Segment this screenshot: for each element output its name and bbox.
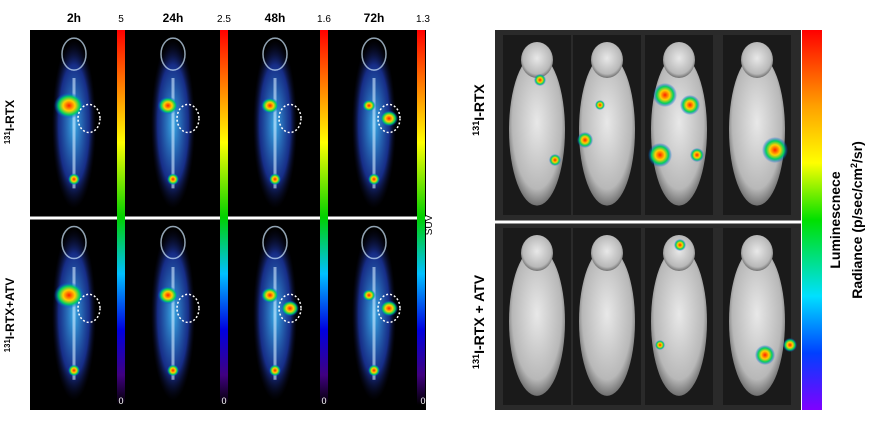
row-label: 131I-RTX + ATV [471, 274, 487, 369]
colorbar-max: 2.5 [217, 14, 231, 25]
bladder [269, 364, 281, 377]
mouse-head [741, 235, 773, 271]
bladder [167, 173, 179, 186]
skull [61, 37, 87, 71]
mouse-body [579, 54, 635, 206]
uptake [261, 97, 279, 114]
tumor [380, 110, 398, 127]
bli-signal [577, 132, 593, 148]
colorbar-min: 0 [221, 396, 226, 406]
bli-signal [655, 340, 665, 350]
mouse-body [651, 247, 707, 396]
bli-signal [762, 137, 788, 163]
bladder [68, 173, 80, 186]
mouse-head [591, 235, 623, 271]
tumor-outline [278, 293, 302, 324]
mouse-head [521, 235, 553, 271]
label-superscript: 131 [471, 354, 481, 369]
luminescence-colorbar [802, 30, 822, 410]
bli-signal [653, 83, 677, 107]
row-label: 131I-RTX [3, 100, 18, 144]
mouse-head [741, 42, 773, 78]
row-label: 131I-RTX [471, 83, 487, 135]
uptake [157, 96, 179, 115]
colorbar-max: 1.3 [416, 14, 430, 25]
tumor-outline [176, 293, 200, 324]
skull [262, 37, 288, 71]
bli-signal [534, 74, 546, 86]
colorbar-label: Radiance (p/sec/cm2/sr) [849, 141, 865, 299]
colorbar-max: 5 [118, 14, 124, 25]
uptake [261, 287, 279, 304]
bli-signal [648, 143, 672, 167]
skull [61, 225, 87, 260]
mouse-body [509, 54, 565, 206]
uptake [362, 289, 376, 302]
timepoint-label: 24h [163, 11, 184, 25]
skull [160, 37, 186, 71]
uptake [54, 282, 84, 309]
label-text: I-RTX + ATV [471, 274, 487, 354]
suv-colorbar [320, 30, 328, 405]
unit-label: SUV [424, 214, 435, 235]
timepoint-label: 48h [265, 11, 286, 25]
row-label: 131I-RTX+ATV [3, 278, 18, 352]
mouse-body [579, 247, 635, 396]
bli-signal [690, 148, 704, 162]
skull [160, 225, 186, 260]
mouse-body [729, 54, 785, 206]
label-superscript: 2 [849, 163, 859, 168]
label-text: I-RTX [471, 83, 487, 120]
timepoint-label: 72h [364, 11, 385, 25]
bli-signal [549, 154, 561, 166]
label-text: Radiance (p/sec/cm [849, 168, 865, 299]
label-superscript: 131 [3, 131, 12, 145]
label-text: I-RTX [3, 100, 17, 131]
mouse-head [663, 235, 695, 271]
bli-signal [680, 95, 700, 115]
bladder [269, 173, 281, 186]
tumor-outline [377, 293, 401, 324]
mouse-body [509, 247, 565, 396]
bladder [68, 364, 80, 377]
colorbar-min: 0 [118, 396, 123, 406]
colorbar-title: Luminescnece [827, 171, 843, 268]
label-superscript: 131 [3, 339, 12, 353]
bli-signal [783, 338, 797, 352]
suv-colorbar [417, 30, 425, 405]
suv-colorbar [220, 30, 228, 405]
mouse-head [591, 42, 623, 78]
uptake [54, 92, 84, 119]
uptake [362, 99, 376, 112]
bladder [167, 364, 179, 377]
label-text: I-RTX+ATV [3, 278, 17, 339]
uptake [157, 286, 179, 305]
label-superscript: 131 [471, 121, 481, 136]
skull [361, 37, 387, 71]
bli-signal [595, 100, 605, 110]
colorbar-min: 0 [321, 396, 326, 406]
bladder [368, 364, 380, 377]
colorbar-min: 0 [420, 396, 425, 406]
tumor-outline [77, 293, 101, 324]
tumor [281, 300, 299, 317]
label-text: /sr) [849, 141, 865, 163]
mouse-head [521, 42, 553, 78]
timepoint-label: 2h [67, 11, 81, 25]
skull [262, 225, 288, 260]
bli-signal [755, 345, 775, 365]
colorbar-max: 1.6 [317, 14, 331, 25]
skull [361, 225, 387, 260]
bladder [368, 173, 380, 186]
suv-colorbar [117, 30, 125, 405]
mouse-head [663, 42, 695, 78]
bli-signal [674, 239, 686, 251]
tumor [380, 300, 398, 317]
